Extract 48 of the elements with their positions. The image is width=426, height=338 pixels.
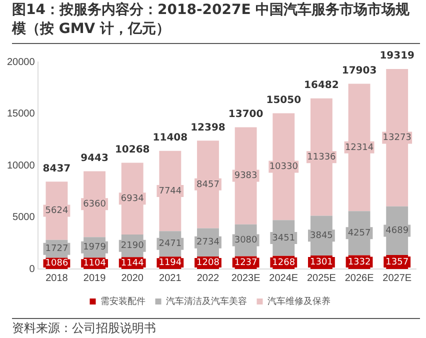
data-label: 12314 (344, 142, 374, 153)
total-label: 9443 (80, 152, 108, 164)
x-tick-label: 2026E (344, 272, 374, 284)
total-label: 11408 (152, 132, 188, 144)
x-tick-label: 2018 (46, 272, 68, 284)
total-label: 19319 (380, 50, 415, 62)
data-label: 4257 (348, 228, 371, 239)
x-tick-label: 2023E (231, 272, 261, 284)
data-label: 3080 (234, 236, 258, 246)
total-label: 12398 (190, 122, 226, 134)
chart-title: 图14：按服务内容分：2018-2027E 中国汽车服务市场市场规模（按 GMV 计，亿元） (12, 1, 420, 44)
legend-label: 需安装配件 (100, 296, 146, 306)
data-label: 11336 (307, 152, 336, 162)
data-label: 3451 (272, 233, 296, 244)
y-tick-label: 15000 (6, 108, 36, 120)
total-label: 8437 (42, 163, 71, 174)
total-label: 15050 (266, 94, 302, 106)
x-tick-label: 2024E (269, 272, 298, 284)
x-tick-label: 2027E (382, 272, 412, 284)
data-label: 9383 (234, 171, 258, 182)
data-label: 3845 (310, 230, 333, 241)
legend-label: 汽车清洁及汽车美容 (166, 296, 247, 306)
data-label: 2471 (158, 239, 182, 250)
data-label: 2734 (196, 238, 220, 248)
total-label: 10268 (114, 144, 150, 156)
data-label: 2190 (120, 241, 144, 252)
data-label: 8457 (196, 180, 220, 190)
x-tick-label: 2025E (306, 272, 336, 284)
data-label: 4689 (386, 226, 409, 236)
y-tick-label: 10000 (6, 160, 36, 172)
data-label: 10330 (269, 162, 298, 172)
total-label: 16482 (304, 80, 339, 92)
total-label: 13700 (228, 108, 264, 120)
x-tick-label: 2019 (83, 272, 106, 284)
y-tick-label: 5000 (12, 212, 36, 223)
legend-label: 汽车维修及保养 (267, 296, 330, 306)
total-label: 17903 (342, 65, 377, 76)
data-label: 7744 (158, 186, 182, 196)
data-label: 13273 (382, 133, 412, 144)
data-label: 5624 (45, 206, 68, 216)
x-tick-label: 2022 (196, 272, 220, 284)
y-tick-label: 20000 (6, 56, 36, 68)
text: 资料来源：公司招股说明书 (12, 318, 420, 336)
x-tick-label: 2021 (159, 272, 182, 284)
x-tick-label: 2020 (121, 272, 144, 284)
data-label: 6934 (120, 194, 144, 204)
data-label: 6360 (83, 200, 106, 210)
y-tick-label: 0 (29, 264, 36, 275)
